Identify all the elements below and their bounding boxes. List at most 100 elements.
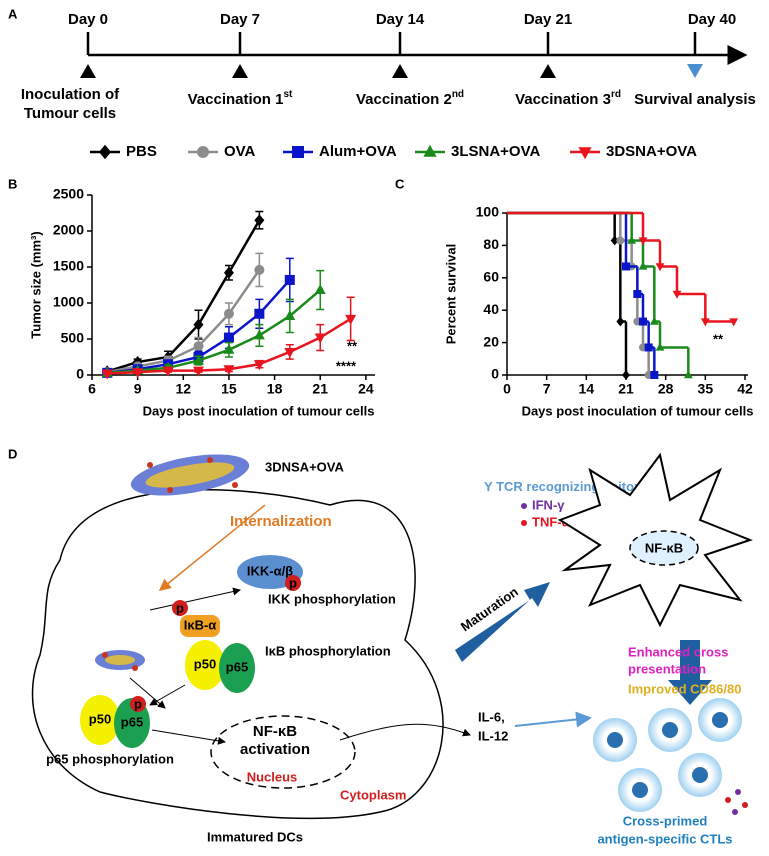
p65-label: p65 xyxy=(121,714,143,729)
ctl-label: antigen-specific CTLs xyxy=(597,831,732,846)
marker xyxy=(292,146,304,158)
marker xyxy=(253,360,265,371)
phosphate xyxy=(130,696,146,712)
marker xyxy=(284,347,296,358)
p50-label: p50 xyxy=(194,656,216,671)
nfkb-label: activation xyxy=(240,741,310,758)
enhanced-label: Enhanced cross xyxy=(628,644,728,659)
event-triangles xyxy=(80,64,703,78)
event-label: Vaccination 2nd xyxy=(356,89,464,108)
ikk-label: IKK-α/β xyxy=(247,563,293,578)
arrow xyxy=(149,684,186,706)
maturation-label: Maturation xyxy=(458,584,521,634)
marker xyxy=(162,366,174,377)
day-label: Day 14 xyxy=(376,11,425,28)
marker xyxy=(223,308,234,319)
event-label: Tumour cells xyxy=(24,105,116,122)
event-label: Vaccination 3rd xyxy=(515,89,621,108)
annotation: ** xyxy=(347,338,358,353)
marker xyxy=(193,318,204,331)
arrow xyxy=(129,677,166,709)
marker xyxy=(197,146,209,158)
marker xyxy=(639,317,647,326)
immatured-label: Immatured DCs xyxy=(207,829,303,844)
marker xyxy=(193,354,205,365)
ifn-label: IFN-γ xyxy=(532,497,565,512)
maturation-arrow xyxy=(455,582,550,662)
panel-label: D xyxy=(8,446,17,461)
event-label: Vaccination 1st xyxy=(188,89,293,108)
x-tick-label: 35 xyxy=(698,381,714,397)
legend-label: 3LSNA+OVA xyxy=(451,143,540,160)
arrow xyxy=(149,587,241,611)
event-label: Survival analysis xyxy=(634,91,756,108)
y-tick-label: 2000 xyxy=(53,222,84,238)
series-line xyxy=(106,219,261,373)
x-tick-label: 9 xyxy=(134,381,142,397)
marker xyxy=(700,318,710,327)
arrow xyxy=(339,723,471,741)
event-label: Inoculation of xyxy=(21,86,120,103)
y-tick-label: 40 xyxy=(483,301,499,317)
day-label: Day 7 xyxy=(220,11,260,28)
cell-outline xyxy=(31,489,444,820)
marker xyxy=(638,261,648,270)
panel-label: C xyxy=(395,176,405,191)
timeline-ticks xyxy=(86,32,697,55)
il-label: IL-6, xyxy=(478,709,505,724)
marker xyxy=(253,329,265,340)
tnf-label: TNF-α xyxy=(532,514,570,529)
marker xyxy=(223,332,234,343)
marker xyxy=(633,290,642,298)
day-label: Day 21 xyxy=(524,11,572,28)
nfkb-label: NF-κB xyxy=(253,723,297,740)
day-label: Day 40 xyxy=(688,11,736,28)
ikb-shape xyxy=(180,615,220,637)
y-tick-label: 20 xyxy=(483,333,499,349)
x-tick-label: 21 xyxy=(618,381,634,397)
marker xyxy=(223,365,235,376)
x-tick-label: 0 xyxy=(503,381,511,397)
particle-dots xyxy=(102,457,238,671)
x-tick-label: 21 xyxy=(312,381,328,397)
y-axis-label: Percent survival xyxy=(443,244,458,344)
phosphate xyxy=(172,600,188,616)
x-tick-label: 12 xyxy=(176,381,192,397)
x-tick-label: 15 xyxy=(221,381,237,397)
p65-shape xyxy=(219,643,255,693)
marker xyxy=(638,237,648,246)
marker xyxy=(610,235,619,246)
tnf-dot xyxy=(521,520,527,526)
diagram: 3DNSA+OVA Internalization IKK-α/β p IKK … xyxy=(31,452,753,846)
ikb-phos-label: IκB phosphorylation xyxy=(265,643,391,658)
y-axis-label: Tumor size (mm³) xyxy=(28,231,43,338)
phosphate-label: p xyxy=(176,600,184,615)
p65-phos-label: p65 phosphorylation xyxy=(46,751,174,766)
series-line xyxy=(106,269,261,374)
marker xyxy=(254,214,265,227)
y-tick-label: 100 xyxy=(476,204,500,220)
particle-label: 3DNSA+OVA xyxy=(265,459,344,474)
marker xyxy=(683,370,693,379)
x-axis-label: Days post inoculation of tumour cells xyxy=(522,403,754,418)
marker xyxy=(616,236,625,245)
nucleus-shape xyxy=(210,715,356,789)
x-tick-label: 7 xyxy=(543,381,551,397)
marker xyxy=(622,370,630,380)
marker xyxy=(193,341,204,352)
dc-nfkb-label: NF-κB xyxy=(645,540,683,555)
marker xyxy=(254,264,265,275)
phosphate xyxy=(285,575,301,591)
arrow xyxy=(514,711,592,728)
y-tick-label: 500 xyxy=(61,330,85,346)
phosphate-label: p xyxy=(289,575,297,590)
marker xyxy=(627,235,637,244)
annotation: ** xyxy=(713,331,724,346)
ifn-dot xyxy=(521,503,527,509)
arrow xyxy=(158,504,266,591)
marker xyxy=(345,314,357,325)
legend-label: OVA xyxy=(224,143,256,160)
marker xyxy=(672,290,682,299)
